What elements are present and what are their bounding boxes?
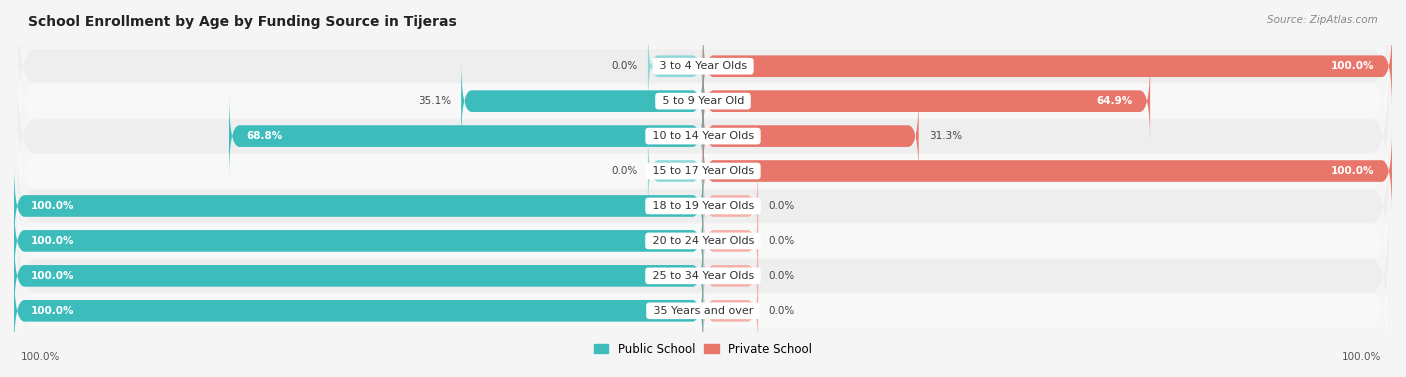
FancyBboxPatch shape — [229, 95, 703, 178]
Text: 18 to 19 Year Olds: 18 to 19 Year Olds — [648, 201, 758, 211]
FancyBboxPatch shape — [703, 199, 758, 282]
Text: 0.0%: 0.0% — [769, 236, 794, 246]
FancyBboxPatch shape — [648, 129, 703, 213]
Text: School Enrollment by Age by Funding Source in Tijeras: School Enrollment by Age by Funding Sour… — [28, 15, 457, 29]
Text: 31.3%: 31.3% — [929, 131, 962, 141]
Text: 0.0%: 0.0% — [612, 166, 637, 176]
FancyBboxPatch shape — [461, 60, 703, 143]
Legend: Public School, Private School: Public School, Private School — [589, 338, 817, 360]
Text: 100.0%: 100.0% — [21, 352, 60, 362]
FancyBboxPatch shape — [703, 269, 758, 352]
Text: 15 to 17 Year Olds: 15 to 17 Year Olds — [648, 166, 758, 176]
Text: 100.0%: 100.0% — [1341, 352, 1381, 362]
FancyBboxPatch shape — [17, 100, 1389, 242]
FancyBboxPatch shape — [17, 66, 1389, 207]
FancyBboxPatch shape — [17, 0, 1389, 137]
Text: 68.8%: 68.8% — [246, 131, 283, 141]
Text: 0.0%: 0.0% — [769, 306, 794, 316]
FancyBboxPatch shape — [14, 269, 703, 352]
Text: 3 to 4 Year Olds: 3 to 4 Year Olds — [655, 61, 751, 71]
FancyBboxPatch shape — [703, 164, 758, 248]
FancyBboxPatch shape — [14, 199, 703, 282]
Text: 100.0%: 100.0% — [31, 201, 75, 211]
Text: 100.0%: 100.0% — [1331, 61, 1375, 71]
Text: 5 to 9 Year Old: 5 to 9 Year Old — [658, 96, 748, 106]
FancyBboxPatch shape — [703, 95, 918, 178]
FancyBboxPatch shape — [17, 170, 1389, 311]
Text: 100.0%: 100.0% — [31, 271, 75, 281]
Text: 10 to 14 Year Olds: 10 to 14 Year Olds — [648, 131, 758, 141]
Text: 0.0%: 0.0% — [769, 271, 794, 281]
Text: 20 to 24 Year Olds: 20 to 24 Year Olds — [648, 236, 758, 246]
Text: 100.0%: 100.0% — [31, 236, 75, 246]
FancyBboxPatch shape — [14, 164, 703, 248]
Text: 25 to 34 Year Olds: 25 to 34 Year Olds — [648, 271, 758, 281]
Text: 0.0%: 0.0% — [769, 201, 794, 211]
FancyBboxPatch shape — [17, 135, 1389, 277]
FancyBboxPatch shape — [17, 205, 1389, 346]
FancyBboxPatch shape — [703, 129, 1392, 213]
FancyBboxPatch shape — [17, 31, 1389, 172]
Text: 100.0%: 100.0% — [31, 306, 75, 316]
FancyBboxPatch shape — [17, 240, 1389, 377]
Text: 35 Years and over: 35 Years and over — [650, 306, 756, 316]
Text: 64.9%: 64.9% — [1097, 96, 1133, 106]
FancyBboxPatch shape — [703, 25, 1392, 108]
FancyBboxPatch shape — [703, 60, 1150, 143]
FancyBboxPatch shape — [14, 234, 703, 317]
FancyBboxPatch shape — [703, 234, 758, 317]
Text: 100.0%: 100.0% — [1331, 166, 1375, 176]
FancyBboxPatch shape — [648, 25, 703, 108]
Text: Source: ZipAtlas.com: Source: ZipAtlas.com — [1267, 15, 1378, 25]
Text: 35.1%: 35.1% — [418, 96, 451, 106]
Text: 0.0%: 0.0% — [612, 61, 637, 71]
